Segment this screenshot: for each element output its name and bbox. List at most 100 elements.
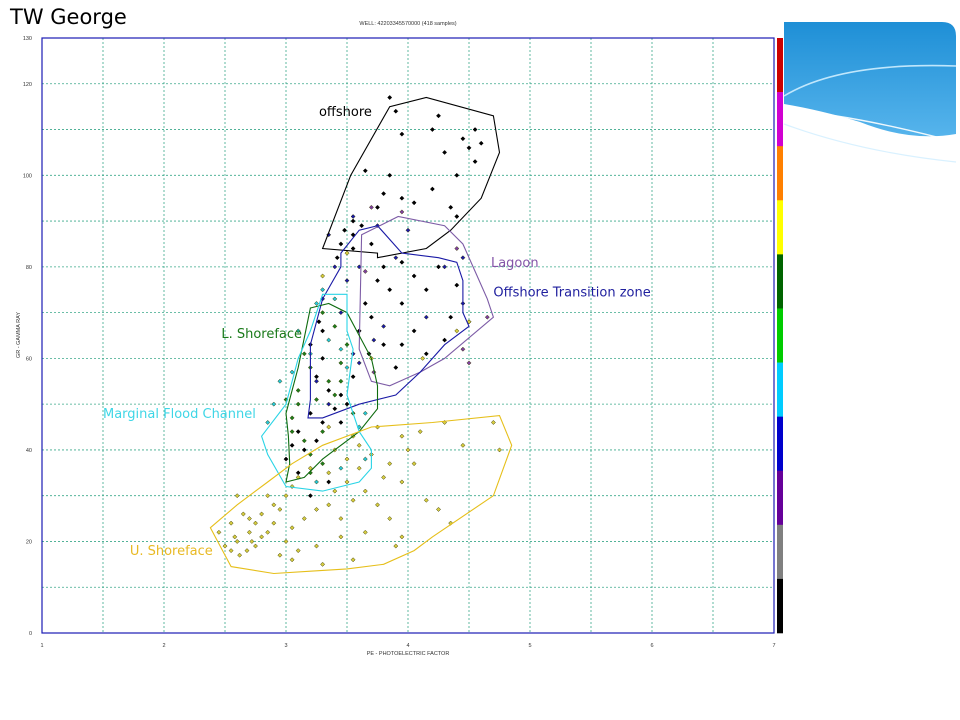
data-point-yellow (375, 502, 380, 508)
data-point-black (442, 337, 448, 343)
data-point-black (375, 204, 380, 210)
data-point-black (387, 172, 393, 178)
data-point-green (301, 351, 307, 357)
y-tick-label: 60 (26, 356, 32, 362)
data-point-black (454, 282, 460, 288)
data-point-yellow (399, 433, 405, 439)
data-point-black (411, 200, 417, 206)
data-point-black (307, 493, 313, 499)
wave-line-1 (783, 64, 957, 97)
x-tick-label: 3 (284, 643, 287, 649)
zone-outline-offshore (321, 96, 501, 259)
plot-frame (41, 37, 775, 634)
data-point-black (411, 273, 417, 279)
data-point-blue (314, 378, 319, 384)
data-point-yellow (271, 502, 277, 508)
data-point-black (478, 140, 484, 146)
data-point-cyan (332, 296, 338, 302)
data-point-black (423, 351, 429, 357)
zone-outline-u-shoreface (209, 415, 513, 575)
x-axis-label: PE - PHOTOELECTRIC FACTOR (367, 651, 450, 657)
colorbar (777, 38, 783, 634)
data-point-yellow (350, 497, 356, 503)
data-point-yellow (232, 534, 238, 540)
data-point-black (466, 145, 472, 151)
data-point-cyan (320, 287, 326, 293)
data-point-yellow (259, 534, 265, 540)
wave-shape (784, 22, 956, 137)
colorbar-segment (777, 362, 783, 417)
data-point-yellow (253, 543, 258, 549)
data-point-black (448, 314, 454, 320)
data-point-yellow (249, 539, 255, 544)
data-point-blue (338, 310, 344, 316)
x-tick-label: 1 (40, 643, 43, 649)
data-point-yellow (362, 488, 368, 494)
data-point-green (314, 397, 319, 403)
data-point-yellow (338, 516, 344, 522)
zone-outline-offshore-transition-zone (307, 225, 470, 419)
data-point-cyan (362, 456, 368, 462)
x-tick-label: 2 (162, 643, 165, 649)
data-point-black (338, 392, 344, 398)
data-point-purple (362, 268, 368, 274)
zone-outline-marginal-flood-channel (260, 293, 372, 492)
data-point-yellow (393, 543, 399, 549)
data-point-purple (368, 204, 374, 210)
data-point-black (362, 301, 368, 306)
facies-zones (209, 96, 513, 575)
wave-line-3 (783, 123, 957, 163)
data-point-black (316, 319, 322, 325)
data-point-cyan (277, 378, 283, 384)
data-point-yellow (246, 529, 252, 535)
data-point-cyan (271, 401, 277, 407)
data-point-yellow (326, 470, 332, 476)
data-point-black (320, 328, 326, 334)
zone-label: offshore (319, 105, 372, 120)
data-point-cyan (326, 337, 332, 343)
colorbar-segment (777, 416, 783, 472)
x-tick-label: 6 (650, 643, 653, 649)
data-point-yellow (240, 511, 246, 517)
data-point-green (326, 378, 332, 384)
data-point-green (301, 438, 307, 444)
data-point-black (399, 195, 405, 201)
colorbar-segment (777, 146, 783, 201)
data-point-yellow (448, 520, 454, 526)
corner-wave-decoration (783, 22, 957, 163)
x-tick-label: 4 (406, 643, 409, 649)
data-point-black (381, 342, 387, 348)
data-point-black (338, 241, 344, 247)
data-point-yellow (326, 502, 332, 508)
data-point-yellow (265, 493, 271, 499)
data-point-yellow (411, 461, 417, 467)
colorbar-segment (777, 200, 783, 255)
data-point-black (295, 429, 301, 435)
data-point-blue (405, 227, 411, 233)
data-point-blue (350, 214, 356, 219)
data-point-yellow (259, 511, 265, 517)
data-point-green (320, 310, 326, 316)
y-tick-label: 40 (26, 448, 32, 454)
data-point-yellow (423, 497, 429, 503)
data-point-black (460, 136, 466, 142)
data-point-black (454, 214, 460, 219)
zone-label: Marginal Flood Channel (103, 407, 256, 422)
data-point-black (289, 442, 295, 448)
data-point-blue (460, 255, 466, 261)
data-point-cyan (338, 465, 344, 471)
data-point-green (295, 401, 301, 407)
zone-label: Offshore Transition zone (493, 286, 650, 301)
data-point-black (301, 447, 307, 453)
data-point-black (429, 127, 435, 132)
data-point-cyan (338, 346, 344, 352)
data-point-yellow (387, 461, 393, 467)
data-point-yellow (362, 529, 368, 535)
data-point-black (411, 328, 417, 334)
data-point-black (359, 223, 365, 229)
y-tick-label: 120 (23, 82, 32, 88)
data-point-yellow (289, 525, 295, 531)
data-point-black (399, 301, 405, 306)
data-point-yellow (295, 548, 301, 554)
data-point-yellow (314, 543, 319, 549)
